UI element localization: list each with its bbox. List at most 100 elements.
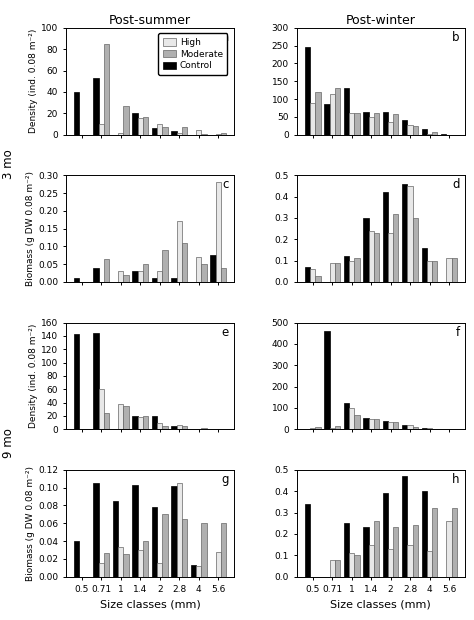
Bar bbox=[432, 508, 438, 577]
Bar bbox=[137, 417, 143, 429]
Bar bbox=[104, 259, 109, 282]
Bar bbox=[452, 508, 457, 577]
Bar bbox=[422, 428, 427, 429]
Bar bbox=[344, 523, 349, 577]
Bar bbox=[123, 106, 128, 135]
Bar bbox=[182, 127, 187, 135]
Bar bbox=[310, 428, 315, 429]
Bar bbox=[157, 124, 163, 135]
Bar bbox=[113, 501, 118, 577]
Bar bbox=[196, 130, 201, 135]
Bar bbox=[143, 264, 148, 282]
Bar bbox=[427, 428, 432, 429]
Bar bbox=[344, 89, 349, 135]
Bar bbox=[143, 416, 148, 429]
Bar bbox=[132, 485, 137, 577]
Bar bbox=[196, 428, 201, 429]
Bar bbox=[329, 428, 335, 429]
Bar bbox=[393, 114, 399, 135]
Bar bbox=[383, 192, 388, 282]
Bar bbox=[388, 122, 393, 135]
Bar bbox=[152, 416, 157, 429]
Bar bbox=[99, 389, 104, 429]
Bar bbox=[171, 278, 177, 282]
Text: b: b bbox=[452, 31, 459, 44]
Bar bbox=[196, 566, 201, 577]
Bar bbox=[349, 408, 354, 429]
Bar bbox=[93, 78, 99, 135]
Text: c: c bbox=[222, 179, 228, 192]
Bar bbox=[349, 113, 354, 135]
Bar bbox=[74, 278, 79, 282]
Bar bbox=[427, 551, 432, 577]
Bar bbox=[374, 113, 379, 135]
Bar bbox=[163, 127, 168, 135]
Bar bbox=[368, 117, 374, 135]
Y-axis label: Biomass (g DW 0.08 m⁻²): Biomass (g DW 0.08 m⁻²) bbox=[26, 466, 35, 581]
Bar bbox=[123, 275, 128, 282]
Bar bbox=[177, 221, 182, 282]
Bar bbox=[388, 549, 393, 577]
Bar bbox=[354, 556, 360, 577]
Bar bbox=[143, 117, 148, 135]
Y-axis label: Density (ind. 0.08 m⁻²): Density (ind. 0.08 m⁻²) bbox=[29, 29, 38, 133]
Bar bbox=[216, 133, 221, 135]
Bar bbox=[201, 264, 207, 282]
Text: d: d bbox=[452, 179, 459, 192]
Bar bbox=[93, 483, 99, 577]
Bar bbox=[305, 504, 310, 577]
Bar bbox=[104, 412, 109, 429]
Bar bbox=[363, 218, 368, 282]
Text: 9 mo: 9 mo bbox=[2, 428, 15, 458]
Bar bbox=[383, 494, 388, 577]
Bar bbox=[99, 563, 104, 577]
Bar bbox=[305, 48, 310, 135]
Bar bbox=[363, 417, 368, 429]
Bar bbox=[196, 257, 201, 282]
Bar bbox=[157, 272, 163, 282]
Text: g: g bbox=[221, 473, 228, 486]
Bar bbox=[413, 525, 418, 577]
Bar bbox=[374, 418, 379, 429]
Bar bbox=[93, 332, 99, 429]
Bar bbox=[118, 547, 123, 577]
Bar bbox=[388, 422, 393, 429]
Bar bbox=[123, 554, 128, 577]
Legend: High, Moderate, Control: High, Moderate, Control bbox=[158, 33, 228, 75]
Text: f: f bbox=[456, 326, 459, 339]
Bar bbox=[182, 519, 187, 577]
Bar bbox=[413, 427, 418, 429]
Bar bbox=[329, 263, 335, 282]
Bar bbox=[388, 233, 393, 282]
Bar bbox=[408, 125, 413, 135]
Bar bbox=[374, 521, 379, 577]
Bar bbox=[123, 406, 128, 429]
Bar bbox=[432, 260, 438, 282]
Bar bbox=[152, 278, 157, 282]
Bar bbox=[143, 541, 148, 577]
Y-axis label: Density (ind. 0.08 m⁻²): Density (ind. 0.08 m⁻²) bbox=[29, 324, 38, 428]
Bar bbox=[132, 272, 137, 282]
Y-axis label: Biomass (g DW 0.08 m⁻²): Biomass (g DW 0.08 m⁻²) bbox=[26, 171, 35, 286]
Bar bbox=[447, 259, 452, 282]
Bar bbox=[368, 231, 374, 282]
Bar bbox=[374, 233, 379, 282]
Bar bbox=[221, 133, 226, 135]
Bar bbox=[402, 425, 408, 429]
Bar bbox=[305, 267, 310, 282]
Bar bbox=[163, 426, 168, 429]
Bar bbox=[349, 553, 354, 577]
Bar bbox=[157, 563, 163, 577]
Text: a: a bbox=[221, 31, 228, 44]
X-axis label: Size classes (mm): Size classes (mm) bbox=[100, 600, 201, 609]
Bar bbox=[315, 92, 320, 135]
Bar bbox=[104, 552, 109, 577]
Bar bbox=[137, 118, 143, 135]
Bar bbox=[383, 112, 388, 135]
Bar bbox=[310, 103, 315, 135]
Bar bbox=[93, 268, 99, 282]
Bar bbox=[182, 243, 187, 282]
Bar bbox=[349, 260, 354, 282]
Bar bbox=[344, 402, 349, 429]
Bar bbox=[157, 423, 163, 429]
